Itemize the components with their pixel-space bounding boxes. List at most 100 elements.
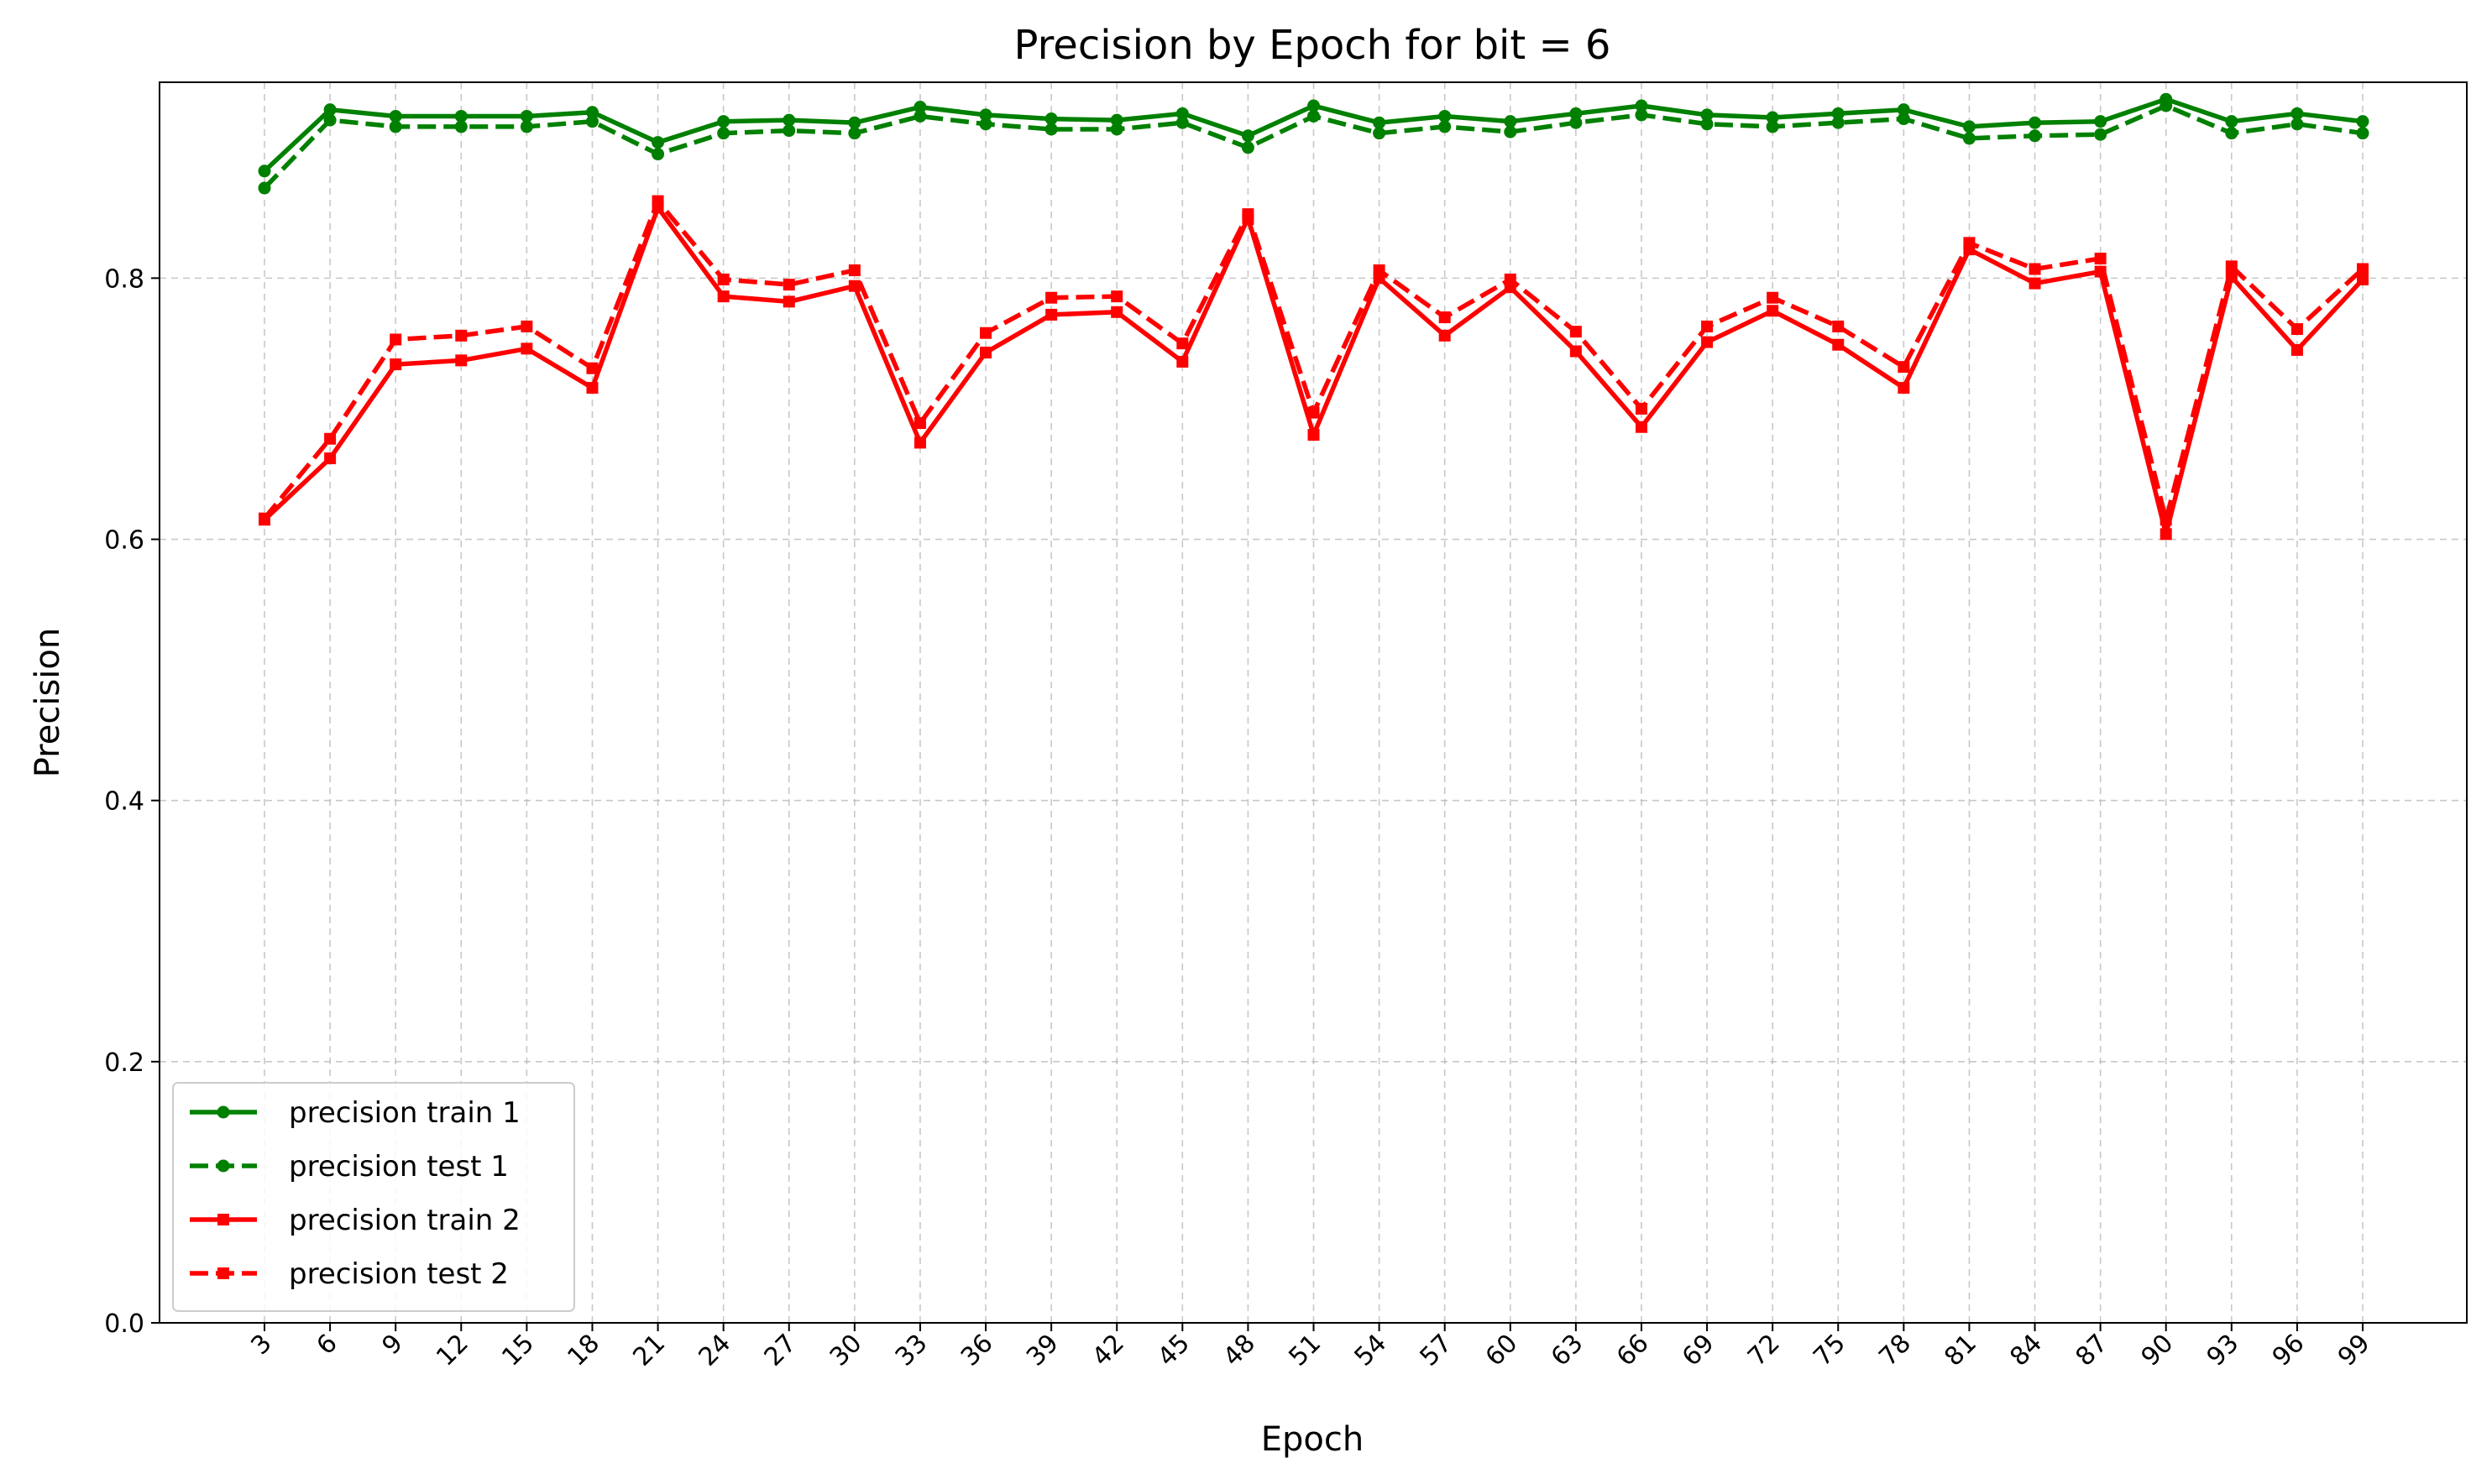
legend-item: precision test 2	[190, 1257, 509, 1291]
data-point	[1175, 116, 1189, 129]
data-point	[1569, 116, 1583, 129]
data-point	[1701, 320, 1714, 332]
y-tick-label: 0.0	[104, 1309, 144, 1339]
data-point	[980, 327, 992, 339]
data-point	[1111, 290, 1123, 303]
data-point	[520, 109, 533, 123]
x-tick-label: 57	[1415, 1329, 1458, 1372]
data-point	[652, 148, 665, 161]
x-tick-label: 81	[1939, 1329, 1982, 1372]
x-tick-label: 36	[955, 1329, 999, 1372]
data-point	[717, 290, 730, 303]
data-point	[454, 120, 468, 133]
data-point	[390, 358, 402, 371]
data-point	[1176, 337, 1189, 350]
data-point	[389, 109, 402, 123]
data-point	[1831, 107, 1845, 120]
data-point	[2029, 277, 2041, 290]
x-tick-label: 66	[1611, 1329, 1655, 1372]
data-point	[324, 452, 337, 465]
data-point	[1373, 264, 1385, 277]
x-tick-label: 51	[1283, 1329, 1327, 1372]
x-tick-label: 45	[1152, 1329, 1196, 1372]
data-point	[1766, 120, 1779, 133]
data-point	[389, 120, 402, 133]
data-point	[2160, 99, 2173, 112]
x-tick-label: 96	[2267, 1329, 2311, 1372]
legend: precision train 1 precision test 1 precisi…	[172, 1082, 575, 1312]
x-tick-label: 33	[890, 1329, 934, 1372]
x-tick-label: 3	[245, 1329, 277, 1361]
x-tick-label: 12	[431, 1329, 474, 1372]
data-point	[2225, 115, 2238, 128]
data-point	[1635, 421, 1647, 433]
series-precision-test-1	[258, 99, 2369, 195]
x-tick-label: 84	[2004, 1329, 2048, 1372]
data-point	[520, 120, 533, 133]
x-tick-label: 78	[1873, 1329, 1917, 1372]
x-tick-label: 39	[1021, 1329, 1065, 1372]
legend-marker	[217, 1105, 230, 1119]
data-point	[783, 124, 796, 138]
data-point	[980, 347, 992, 359]
data-point	[2356, 127, 2369, 140]
data-point	[390, 333, 402, 346]
data-point	[1438, 120, 1452, 133]
data-point	[1963, 237, 1976, 249]
x-tick-label: 69	[1677, 1329, 1720, 1372]
data-point	[848, 127, 861, 140]
data-point	[2290, 107, 2304, 120]
x-tick-label: 54	[1348, 1329, 1392, 1372]
data-point	[258, 165, 271, 178]
data-point	[2290, 323, 2303, 336]
data-point	[586, 362, 599, 374]
x-tick-label: 30	[825, 1329, 868, 1372]
data-point	[1767, 305, 1779, 317]
data-point	[1897, 103, 1910, 117]
data-point	[2225, 260, 2238, 273]
data-point	[2225, 127, 2238, 140]
data-point	[1307, 429, 1320, 442]
data-point	[2290, 118, 2304, 131]
data-point	[1175, 107, 1189, 120]
data-point	[652, 195, 664, 207]
data-point	[1962, 132, 1976, 145]
x-tick-label: 93	[2201, 1329, 2245, 1372]
y-axis-label: Precision	[29, 628, 67, 777]
data-point	[1700, 118, 1714, 131]
data-point	[323, 103, 337, 117]
data-point	[1832, 320, 1845, 332]
data-point	[1635, 402, 1647, 415]
data-point	[1569, 345, 1582, 358]
data-point	[848, 264, 861, 277]
data-point	[455, 329, 468, 342]
legend-marker	[217, 1159, 230, 1173]
legend-label: precision train 2	[289, 1204, 521, 1237]
data-point	[979, 108, 992, 122]
data-point	[258, 181, 271, 195]
data-point	[2029, 263, 2041, 275]
x-tick-label: 42	[1086, 1329, 1130, 1372]
data-point	[521, 320, 533, 332]
data-point	[1044, 112, 1058, 126]
data-point	[585, 106, 599, 119]
data-point	[2094, 128, 2107, 141]
data-point	[259, 512, 270, 525]
data-point	[1045, 291, 1058, 304]
data-point	[979, 118, 992, 131]
data-point	[2290, 343, 2303, 356]
data-point	[1569, 326, 1582, 338]
data-point	[455, 354, 468, 367]
data-point	[2356, 115, 2369, 128]
data-point	[914, 436, 926, 449]
data-point	[1831, 116, 1845, 129]
data-point	[2357, 263, 2369, 275]
x-tick-label: 72	[1742, 1329, 1786, 1372]
x-tick-label: 15	[496, 1329, 540, 1372]
x-tick-label: 27	[759, 1329, 803, 1372]
data-point	[1438, 329, 1451, 342]
series-precision-test-2	[259, 195, 2369, 526]
x-tick-label: 63	[1546, 1329, 1589, 1372]
data-point	[1898, 361, 1910, 374]
